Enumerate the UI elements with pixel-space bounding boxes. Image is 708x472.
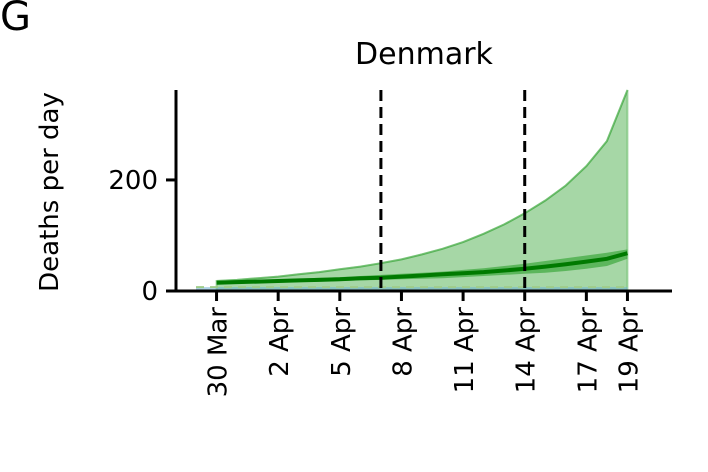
chart-series-group	[196, 89, 629, 292]
panel-label: G	[0, 0, 31, 40]
x-tick-label: 17 Apr	[573, 307, 603, 394]
y-ticks-group: 0 200	[108, 166, 176, 307]
x-tick-label: 30 Mar	[204, 307, 234, 398]
x-tick-label: 2 Apr	[265, 307, 295, 377]
x-tick-label: 14 Apr	[512, 307, 542, 394]
x-tick-label: 11 Apr	[450, 307, 480, 394]
y-axis-label: Deaths per day	[35, 92, 65, 292]
y-tick-label: 0	[141, 277, 158, 307]
chart-title: Denmark	[355, 37, 494, 72]
axes-group	[174, 90, 672, 293]
x-ticks-group: 30 Mar 2 Apr 5 Apr 8 Apr 11 Apr 14 Apr 17 Apr 1…	[204, 291, 644, 398]
series-band-wide-edge	[216, 89, 629, 282]
series-median-line	[216, 251, 629, 285]
x-tick-label: 19 Apr	[614, 307, 644, 394]
x-tick-label: 5 Apr	[327, 307, 357, 377]
x-tick-label: 8 Apr	[388, 307, 418, 377]
y-tick-label: 200	[108, 166, 158, 196]
